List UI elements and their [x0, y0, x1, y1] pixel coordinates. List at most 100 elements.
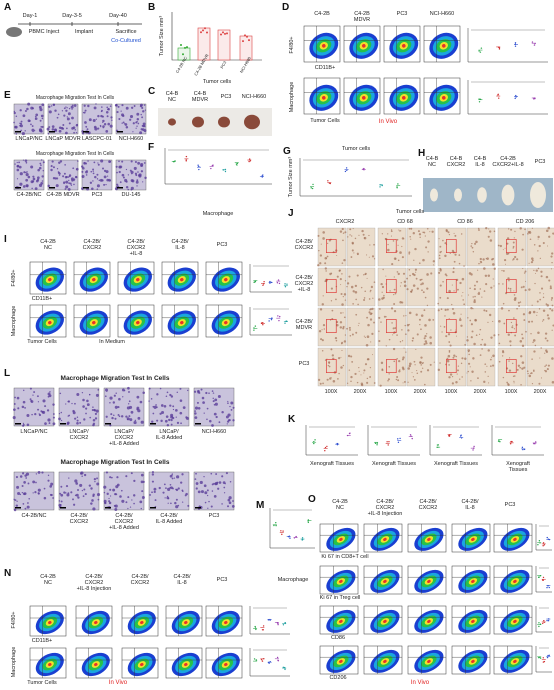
- cell: [105, 110, 109, 114]
- ihc-image: [497, 347, 527, 387]
- bar: [197, 27, 211, 61]
- stain: [518, 305, 521, 307]
- panel-letter: K: [288, 414, 296, 425]
- stain: [547, 364, 550, 367]
- stain: [500, 307, 504, 310]
- mini-dot: [327, 180, 329, 182]
- cell: [44, 405, 47, 408]
- stain: [537, 238, 539, 240]
- cell: [25, 178, 29, 182]
- stain: [403, 347, 405, 349]
- mini-dot: [307, 521, 310, 524]
- cell: [76, 416, 79, 418]
- stain: [417, 230, 420, 233]
- cell: [100, 159, 104, 163]
- cell: [210, 472, 213, 475]
- stain: [452, 376, 454, 378]
- stain: [431, 230, 434, 233]
- mini-dot: [497, 440, 500, 442]
- ihc-image: [526, 227, 554, 267]
- cell: [30, 106, 34, 110]
- cell: [85, 412, 87, 415]
- stain: [358, 367, 360, 369]
- cell: [41, 410, 44, 414]
- cell: [134, 172, 138, 175]
- stain: [550, 299, 553, 301]
- cell: [19, 124, 21, 127]
- stain: [551, 357, 554, 360]
- stain: [382, 268, 384, 271]
- scale-bar: [105, 423, 111, 425]
- ihc-image: [437, 347, 467, 387]
- stain: [513, 237, 515, 239]
- ihc-image: [346, 227, 376, 267]
- cell: [103, 123, 107, 126]
- mini-dot: [478, 98, 480, 100]
- stain: [413, 378, 416, 381]
- flow-density: [94, 662, 98, 667]
- cell: [128, 415, 131, 418]
- stain: [476, 280, 479, 283]
- stain: [343, 316, 346, 319]
- stain: [533, 369, 535, 372]
- cell: [180, 481, 183, 484]
- cell: [133, 502, 135, 505]
- cell: [163, 483, 166, 486]
- cell: [109, 488, 112, 491]
- cell: [121, 104, 124, 107]
- mini-dot: [289, 537, 291, 539]
- panel-label: Implant: [74, 29, 94, 35]
- tumor: [192, 116, 204, 128]
- panel-label: C4-B IL-8: [473, 156, 487, 168]
- cell: [49, 485, 53, 488]
- cell: [124, 178, 128, 183]
- cell: [125, 415, 128, 418]
- stain: [369, 289, 372, 292]
- panel-label: LNCaP MDVR: [45, 136, 81, 142]
- flow-density: [471, 579, 475, 583]
- mini-dot: [543, 621, 545, 624]
- stain: [540, 377, 543, 379]
- stain: [459, 318, 462, 322]
- stain: [355, 313, 358, 316]
- cell: [99, 178, 103, 182]
- cell: [199, 480, 203, 485]
- cell: [24, 507, 27, 510]
- stain: [438, 254, 441, 257]
- cell: [120, 489, 123, 492]
- stain: [544, 370, 548, 373]
- stain: [325, 270, 327, 272]
- stain: [510, 228, 513, 231]
- panel-label: Tumor Size mm³: [159, 15, 166, 57]
- panel-label: PC3: [216, 577, 228, 583]
- stain: [397, 244, 399, 246]
- cell: [121, 113, 124, 117]
- ihc-image: [526, 307, 554, 347]
- cell: [41, 103, 45, 107]
- cell: [124, 123, 128, 126]
- stain: [328, 239, 331, 242]
- stain: [470, 380, 472, 382]
- mini-dot: [514, 45, 517, 47]
- stain: [498, 342, 501, 345]
- stain: [512, 257, 515, 260]
- flow-density: [224, 662, 228, 667]
- cell: [34, 118, 37, 120]
- cell: [90, 502, 93, 505]
- cell: [92, 180, 94, 182]
- stain: [513, 382, 515, 384]
- stain: [539, 257, 542, 260]
- mini-dot: [224, 168, 227, 171]
- stain: [455, 355, 458, 358]
- cell: [48, 422, 51, 424]
- cell: [174, 501, 177, 505]
- cell: [129, 118, 132, 121]
- stain: [413, 360, 416, 363]
- cell: [156, 419, 159, 422]
- cell: [106, 175, 109, 177]
- panel-label: LNCaP/ IL-8 Added: [155, 429, 183, 441]
- cell: [50, 165, 53, 168]
- panel-label: C4-2B/ CXCR2 +IL-8 Added: [109, 513, 139, 531]
- cell: [24, 474, 27, 477]
- cell: [143, 104, 146, 106]
